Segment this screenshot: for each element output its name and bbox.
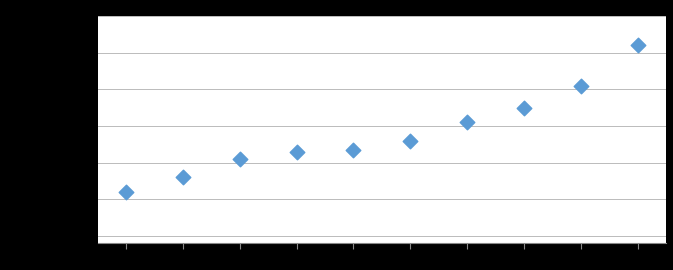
Point: [178, 175, 188, 179]
Point: [348, 148, 359, 152]
Point: [462, 120, 472, 124]
Point: [519, 106, 530, 110]
Point: [633, 43, 643, 48]
Point: [575, 83, 586, 88]
Point: [291, 149, 302, 154]
Point: [234, 157, 245, 161]
Point: [405, 139, 416, 143]
Point: [120, 190, 131, 194]
